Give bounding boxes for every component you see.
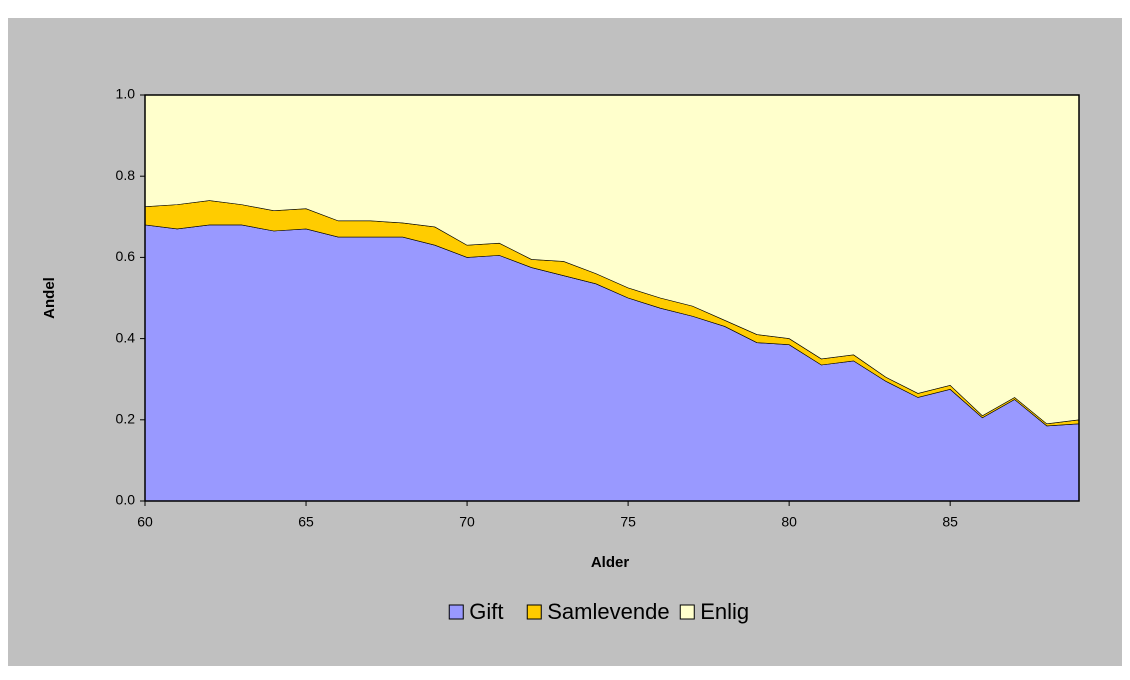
y-tick-label: 0.4 xyxy=(116,329,136,345)
y-tick-label: 0.0 xyxy=(116,492,136,508)
y-tick-label: 0.6 xyxy=(116,248,136,264)
plot-border xyxy=(144,94,1080,502)
x-tick-label: 85 xyxy=(942,514,958,530)
legend-swatch xyxy=(448,604,464,620)
y-tick-label: 0.8 xyxy=(116,167,136,183)
legend-label: Samlevende xyxy=(547,599,669,624)
x-tick-label: 75 xyxy=(620,514,636,530)
x-tick-label: 60 xyxy=(137,514,153,530)
y-axis-title: Andel xyxy=(41,277,58,319)
legend-label: Enlig xyxy=(700,599,749,624)
legend-swatch xyxy=(679,604,695,620)
legend-swatch xyxy=(526,604,542,620)
y-tick-label: 0.2 xyxy=(116,411,136,427)
legend-label: Gift xyxy=(469,599,503,624)
x-tick-label: 65 xyxy=(298,514,314,530)
y-tick-label: 1.0 xyxy=(116,86,136,102)
x-tick-label: 70 xyxy=(459,514,475,530)
x-axis-title: Alder xyxy=(591,554,630,571)
x-tick-label: 80 xyxy=(781,514,797,530)
